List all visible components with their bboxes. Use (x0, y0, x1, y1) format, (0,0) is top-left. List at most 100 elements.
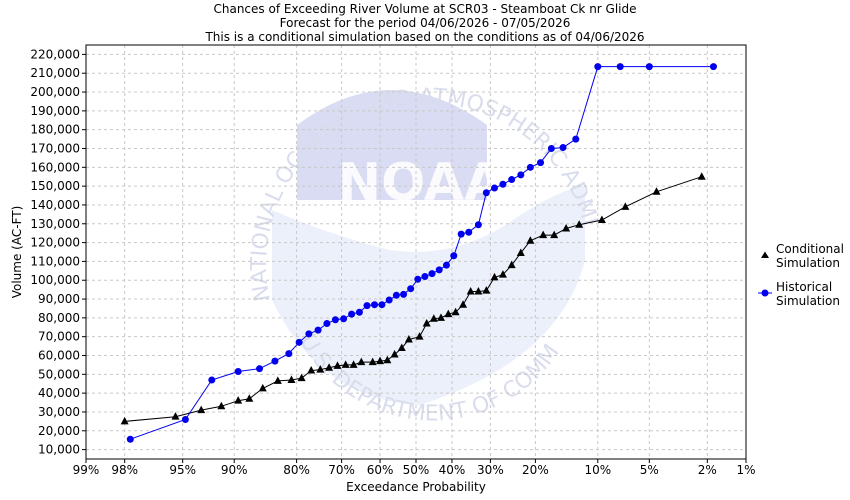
historical-point (457, 230, 465, 238)
conditional-point (171, 412, 180, 420)
y-tick-label: 60,000 (38, 349, 80, 363)
legend-label-1: Historical Simulation (776, 280, 840, 308)
conditional-point (297, 373, 306, 382)
legend-marker-conditional (761, 251, 769, 258)
y-tick-label: 210,000 (30, 66, 80, 80)
conditional-point (120, 416, 129, 425)
historical-point (490, 184, 498, 192)
conditional-point (516, 248, 525, 256)
historical-point (181, 415, 189, 423)
noaa-logo-top-shape (297, 90, 487, 200)
historical-point (126, 435, 134, 443)
x-axis-label: Exceedance Probability (346, 480, 486, 494)
conditional-point (287, 375, 296, 383)
historical-point (407, 285, 415, 293)
historical-point (547, 145, 555, 152)
grid-lines (85, 45, 747, 459)
historical-point (474, 221, 482, 229)
y-tick-label: 130,000 (30, 217, 80, 231)
historical-point (285, 350, 293, 358)
x-tick-label: 5% (640, 463, 659, 477)
historical-point (256, 365, 264, 373)
x-axis-ticks: 99% 98% 95% 90% 80% 70% 60% 50% 40% 30% 20% 10% 5% 2%… (73, 459, 756, 477)
x-tick-label: 80% (283, 463, 310, 477)
conditional-point (652, 187, 661, 195)
historical-point (208, 376, 216, 384)
conditional-point (526, 236, 535, 244)
conditional-point (404, 335, 413, 343)
conditional-point (397, 343, 406, 351)
conditional-point (341, 360, 350, 368)
historical-point (385, 296, 393, 304)
y-tick-label: 140,000 (30, 198, 80, 212)
conditional-point (245, 394, 254, 402)
conditional-point (562, 223, 571, 232)
conditional-point (474, 287, 483, 295)
x-tick-label: 99% (73, 463, 100, 477)
conditional-point (459, 300, 468, 308)
historical-point (594, 63, 602, 71)
x-tick-label: 1% (736, 463, 755, 477)
conditional-point (437, 313, 446, 321)
historical-point (371, 301, 379, 309)
historical-point (421, 272, 429, 280)
historical-point (559, 144, 567, 152)
conditional-point (316, 365, 325, 373)
historical-point (572, 135, 580, 143)
chart-subtitle-period: Forecast for the period 04/06/2026 - 07/… (279, 16, 571, 30)
conditional-point (325, 363, 334, 371)
historical-point (314, 326, 322, 334)
noaa-logo-wave-shape (272, 185, 585, 405)
y-tick-label: 180,000 (30, 123, 80, 137)
conditional-point (307, 366, 316, 374)
x-tick-label: 2% (698, 463, 717, 477)
chart-title: Chances of Exceeding River Volume at SCR… (213, 2, 637, 16)
x-tick-label: 20% (522, 463, 549, 477)
x-tick-label: 98% (111, 463, 138, 477)
series-line-0 (124, 176, 702, 422)
historical-point (295, 338, 303, 346)
conditional-point (466, 287, 475, 295)
historical-point (537, 159, 545, 167)
conditional-point (451, 307, 460, 316)
historical-point (271, 357, 279, 365)
y-axis-ticks: 10,000 20,000 30,000 40,000 50,000 60,000 70,0… (30, 47, 86, 457)
x-tick-label: 40% (439, 463, 466, 477)
y-tick-label: 120,000 (30, 236, 80, 250)
x-tick-label: 95% (169, 463, 196, 477)
y-tick-label: 10,000 (38, 443, 80, 457)
historical-point (428, 270, 436, 278)
historical-point (331, 316, 339, 324)
conditional-point (376, 356, 385, 365)
x-tick-label: 30% (477, 463, 504, 477)
conditional-point (444, 309, 453, 318)
conditional-point (482, 286, 491, 294)
historical-point (340, 315, 348, 323)
y-tick-label: 40,000 (38, 386, 80, 400)
conditional-point (197, 405, 206, 414)
y-tick-label: 110,000 (30, 254, 80, 268)
conditional-point (333, 361, 342, 369)
conditional-point (597, 215, 606, 224)
x-tick-label: 90% (221, 463, 248, 477)
conditional-point (498, 270, 507, 278)
conditional-point (539, 230, 548, 239)
historical-point (323, 320, 331, 328)
conditional-point (349, 360, 358, 368)
x-tick-label: 10% (584, 463, 611, 477)
chart-subtitle-conditions: This is a conditional simulation based o… (205, 30, 645, 44)
chart-titles: Chances of Exceeding River Volume at SCR… (0, 0, 850, 44)
historical-point (450, 252, 458, 260)
x-tick-label: 50% (403, 463, 430, 477)
legend: Conditional Simulation Historical Simulatio… (758, 242, 844, 308)
historical-point (442, 261, 450, 269)
historical-point (234, 367, 242, 375)
historical-point (400, 290, 408, 298)
conditional-point (507, 260, 516, 269)
y-tick-label: 150,000 (30, 179, 80, 193)
historical-point (645, 63, 653, 71)
x-tick-label: 70% (328, 463, 355, 477)
historical-point (414, 275, 422, 283)
y-tick-label: 190,000 (30, 104, 80, 118)
y-tick-label: 80,000 (38, 311, 80, 325)
